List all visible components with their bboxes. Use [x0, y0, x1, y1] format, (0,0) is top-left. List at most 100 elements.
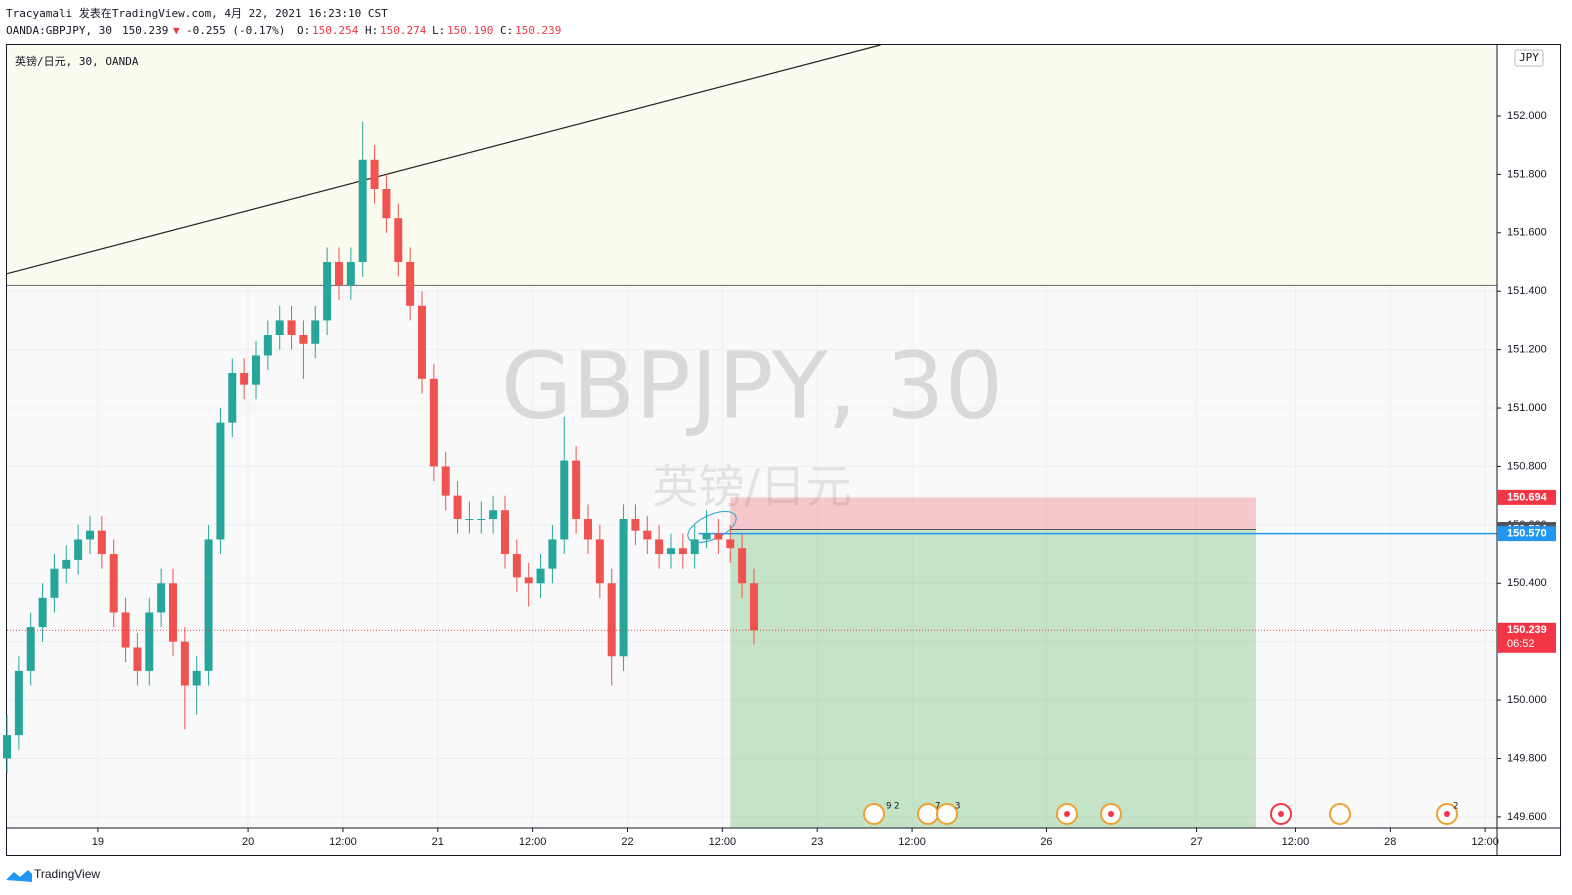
currency: JPY — [1519, 51, 1539, 64]
x-tick-label: 12:00 — [329, 836, 357, 848]
axes: 149.600149.800150.000150.200150.400150.6… — [92, 110, 1556, 848]
candle-body — [74, 539, 83, 560]
candle-body — [690, 539, 699, 555]
x-tick-label: 12:00 — [1471, 836, 1499, 848]
candle-body — [370, 159, 379, 189]
x-tick-label: 12:00 — [898, 836, 926, 848]
y-tick-label: 150.800 — [1507, 460, 1547, 472]
candle-body — [133, 647, 142, 671]
event-icon — [1329, 803, 1351, 825]
candle-body — [50, 568, 59, 598]
candle-body — [204, 539, 213, 671]
candle-body — [145, 612, 154, 671]
candle-body — [216, 422, 225, 540]
countdown: 06:52 — [1507, 638, 1535, 650]
candle-body — [655, 539, 664, 555]
candle-body — [382, 188, 391, 219]
price-label-bg — [1497, 489, 1556, 505]
l-value: 150.190 — [447, 24, 493, 37]
y-tick-label: 151.400 — [1507, 285, 1547, 297]
event-count: 3 — [955, 802, 960, 812]
x-tick-label: 23 — [811, 836, 823, 848]
legend-line: OANDA:GBPJPY, 30 150.239 ▼ -0.255 (-0.17… — [6, 24, 561, 37]
candle-body — [192, 670, 201, 686]
candle-body — [583, 519, 592, 540]
arrow: ▼ — [173, 24, 180, 37]
y-tick-label: 151.000 — [1507, 402, 1547, 414]
candle-body — [85, 530, 94, 540]
time-axis — [7, 828, 1560, 855]
y-tick-label: 149.800 — [1507, 752, 1547, 764]
target-zone — [730, 529, 1256, 828]
trendline — [6, 44, 881, 275]
candle-body — [548, 539, 557, 569]
x-tick-label: 12:00 — [519, 836, 547, 848]
x-tick-label: 12:00 — [709, 836, 737, 848]
candle-body — [311, 320, 320, 344]
candle-body — [334, 261, 343, 286]
candle-body — [251, 355, 260, 385]
candle-body — [489, 510, 498, 520]
chart-title: 英镑/日元, 30, OANDA — [15, 54, 139, 68]
candle-body — [714, 533, 723, 540]
x-tick-label: 22 — [621, 836, 633, 848]
l-label: L: — [432, 24, 445, 37]
candle-body — [287, 320, 296, 336]
candle-body — [536, 568, 545, 584]
candle-body — [358, 159, 367, 262]
h-label: H: — [365, 24, 378, 37]
candle-body — [595, 539, 604, 584]
event-dot — [1444, 811, 1450, 817]
plot: GBPJPY, 30 英镑/日元 — [3, 44, 1497, 828]
event-count: 2 — [894, 802, 899, 812]
candle-body — [666, 548, 675, 555]
candle-body — [180, 641, 189, 686]
x-tick-label: 12:00 — [1282, 836, 1310, 848]
price-label: 150.570 — [1507, 528, 1547, 540]
event-count: 2 — [1453, 802, 1458, 812]
x-tick-label: 27 — [1191, 836, 1203, 848]
candle-body — [406, 261, 415, 306]
candle-body — [726, 539, 735, 549]
x-tick-label: 21 — [432, 836, 444, 848]
event-count: 9 — [886, 802, 891, 812]
footer-brand: TradingView — [34, 867, 100, 881]
candle-body — [26, 627, 35, 671]
candle-body — [477, 519, 486, 521]
candle-body — [228, 372, 237, 423]
event-count: 7 — [935, 802, 940, 812]
candle-body — [678, 548, 687, 555]
candle-body — [524, 577, 533, 584]
candle-body — [512, 554, 521, 578]
y-tick-label: 150.400 — [1507, 577, 1547, 589]
candle-body — [500, 510, 509, 555]
watermark: GBPJPY, 30 — [501, 332, 1003, 439]
candle-body — [702, 533, 711, 540]
y-tick-label: 151.800 — [1507, 168, 1547, 180]
candle-body — [453, 495, 462, 520]
price-axis — [1497, 45, 1560, 828]
candle-body — [121, 612, 130, 648]
x-tick-label: 28 — [1384, 836, 1396, 848]
candle-body — [572, 460, 581, 520]
candle-body — [14, 670, 23, 736]
event-dot — [1064, 811, 1070, 817]
x-tick-label: 20 — [242, 836, 254, 848]
y-tick-label: 152.000 — [1507, 110, 1547, 122]
candle-body — [417, 305, 426, 379]
y-tick-label: 149.600 — [1507, 811, 1547, 823]
candle-body — [465, 519, 474, 521]
candle-body — [109, 554, 118, 613]
y-tick-label: 151.200 — [1507, 344, 1547, 356]
candle-body — [749, 583, 758, 631]
candle-body — [168, 583, 177, 642]
candle-body — [323, 261, 332, 321]
header-title: Tracyamali 发表在TradingView.com, 4月 22, 20… — [6, 6, 388, 20]
change: -0.255 (-0.17%) — [186, 24, 285, 37]
candle-body — [346, 261, 355, 286]
candle-body — [263, 335, 272, 356]
resistance-zone — [7, 45, 1497, 286]
c-value: 150.239 — [515, 24, 561, 37]
candle-body — [157, 583, 166, 613]
